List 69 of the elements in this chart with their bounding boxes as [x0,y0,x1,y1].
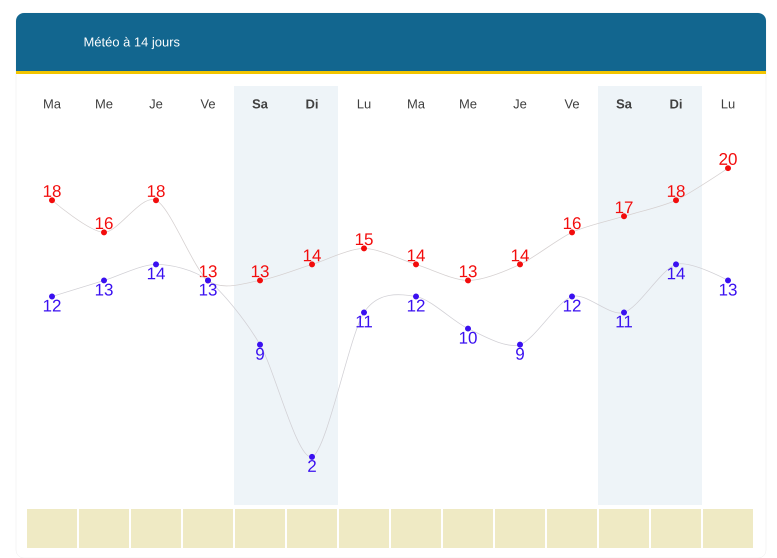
data-label: 13 [200,284,217,296]
data-label: 14 [148,268,165,280]
point [257,277,263,284]
point [673,261,679,268]
data-label: 17 [616,201,633,213]
point [621,213,627,220]
point [569,293,575,300]
data-label: 20 [719,152,737,165]
data-label: 11 [356,316,372,328]
data-label: 9 [516,348,524,360]
data-label: 12 [564,300,581,312]
point [49,293,55,300]
point [517,261,523,268]
point [101,229,107,236]
point [413,293,419,300]
data-label: 14 [668,268,685,280]
data-label: 13 [720,284,737,296]
point [517,342,523,348]
point [725,165,731,172]
data-label: 9 [256,348,264,360]
point [309,261,315,268]
x-tick-label: Di [306,98,318,108]
point [361,245,367,252]
x-tick-label: Ve [200,99,215,108]
chart-title: Météo à 14 jours [84,36,180,50]
x-tick-label: Je [149,99,162,108]
point [153,261,159,268]
data-label: 14 [512,249,529,262]
point [465,277,471,284]
data-label: 18 [148,184,165,197]
data-label: 18 [668,184,685,197]
data-label: 16 [96,217,113,230]
point [309,454,315,460]
x-tick-label: Ma [44,99,61,108]
data-label: 13 [96,284,113,296]
data-label: 2 [308,460,316,472]
data-label: 12 [408,300,425,312]
data-label: 16 [564,217,581,230]
point [49,197,55,204]
x-tick-label: Lu [358,99,370,108]
point [257,342,263,348]
point [725,277,731,284]
x-tick-label: Me [460,99,476,108]
data-label: 12 [44,300,61,312]
data-label: 13 [460,265,477,278]
point [621,309,627,316]
data-label: 14 [408,249,425,262]
point [101,277,107,284]
point [361,309,367,316]
x-tick-label: Di [670,98,682,108]
data-label: 11 [616,316,632,328]
data-label: 13 [252,265,269,278]
x-tick-label: Sa [252,99,268,108]
data-label: 18 [44,184,61,197]
data-label: 13 [200,265,217,278]
x-tick-label: Sa [616,99,632,108]
x-tick-label: Ve [564,99,579,108]
data-label: 15 [356,233,373,246]
point [569,229,575,236]
data-label: 10 [460,332,477,344]
x-tick-label: Je [513,99,526,108]
data-label: 14 [304,249,321,262]
x-tick-label: Lu [722,99,734,108]
point [673,197,679,204]
point [413,261,419,268]
point [153,197,159,204]
x-tick-label: Me [96,99,112,108]
x-tick-label: Ma [408,99,426,108]
point [465,325,471,332]
